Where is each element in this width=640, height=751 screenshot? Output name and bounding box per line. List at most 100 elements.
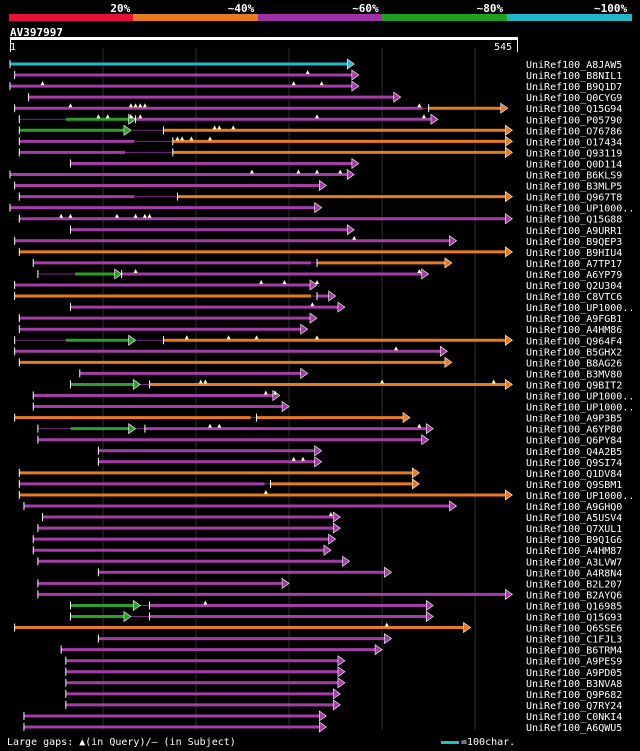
hit-label[interactable]: UniRef100_Q0CYG9 xyxy=(526,93,622,104)
hit-label[interactable]: UniRef100_C1FJL3 xyxy=(526,635,622,646)
hit-label[interactable]: UniRef100_Q7XUL1 xyxy=(526,524,622,535)
hit-arrow xyxy=(337,677,346,689)
hit-label[interactable]: UniRef100_Q6PY84 xyxy=(526,436,622,447)
hit-label[interactable]: UniRef100_A4HM86 xyxy=(526,325,622,336)
hit-label[interactable]: UniRef100_B3MV80 xyxy=(526,369,622,380)
query-gap-marker xyxy=(328,512,333,517)
hit-label[interactable]: UniRef100_O76786 xyxy=(526,126,622,137)
hit-arrow xyxy=(430,113,439,125)
hit-arrow xyxy=(412,478,420,490)
hit-label[interactable]: UniRef100_Q15G94 xyxy=(526,104,622,115)
query-gap-marker xyxy=(59,213,64,218)
hit-label[interactable]: UniRef100_Q2U304 xyxy=(526,281,622,292)
query-gap-marker xyxy=(254,335,259,340)
query-gap-marker xyxy=(133,213,138,218)
hit-label[interactable]: UniRef100_A9FGB1 xyxy=(526,314,622,325)
hit-arrow xyxy=(281,577,290,589)
query-gap-marker xyxy=(138,114,143,119)
hit-label[interactable]: UniRef100_Q9P682 xyxy=(526,690,622,701)
query-gap-marker xyxy=(338,169,343,174)
hit-label[interactable]: UniRef100_O17434 xyxy=(526,137,622,148)
hit-label[interactable]: UniRef100_UP1000.. xyxy=(526,204,634,215)
hit-label[interactable]: UniRef100_B5GHX2 xyxy=(526,347,622,358)
query-gap-marker xyxy=(314,169,319,174)
hit-label[interactable]: UniRef100_A6YP79 xyxy=(526,270,622,281)
hit-arrow xyxy=(463,621,472,634)
hit-label[interactable]: UniRef100_Q6SSE6 xyxy=(526,624,622,635)
hit-label[interactable]: UniRef100_B6TRM4 xyxy=(526,646,622,657)
hit-label[interactable]: UniRef100_UP1000.. xyxy=(526,392,634,403)
hit-arrow xyxy=(272,389,281,402)
hit-label[interactable]: UniRef100_Q9BIT2 xyxy=(526,380,622,391)
query-gap-marker xyxy=(231,125,236,130)
legend-label: 20% xyxy=(110,2,131,15)
ruler-start-tick xyxy=(10,40,11,52)
query-gap-marker xyxy=(314,114,319,119)
hit-label[interactable]: UniRef100_UP1000.. xyxy=(526,303,634,314)
query-name: AV397997 xyxy=(10,26,63,39)
query-gap-marker xyxy=(305,70,310,75)
hit-label[interactable]: UniRef100_A6YP80 xyxy=(526,425,622,436)
hit-label[interactable]: UniRef100_A8JAW5 xyxy=(526,60,622,71)
hit-label[interactable]: UniRef100_Q7RY24 xyxy=(526,701,622,712)
hit-label[interactable]: UniRef100_A6QWU5 xyxy=(526,723,622,734)
hit-label[interactable]: UniRef100_B9QEP3 xyxy=(526,237,622,248)
query-gap-marker xyxy=(310,302,315,307)
hit-label[interactable]: UniRef100_A9GHQ0 xyxy=(526,502,622,513)
hit-label[interactable]: UniRef100_Q1DV84 xyxy=(526,469,622,480)
hit-label[interactable]: UniRef100_A7TP17 xyxy=(526,259,622,270)
hit-label[interactable]: UniRef100_A4R8N4 xyxy=(526,568,622,579)
query-gap-marker xyxy=(296,169,301,174)
hit-arrow xyxy=(123,124,132,136)
query-ruler xyxy=(10,37,518,40)
hit-label[interactable]: UniRef100_UP1000.. xyxy=(526,491,634,502)
hit-label[interactable]: UniRef100_B2L207 xyxy=(526,579,622,590)
hit-label[interactable]: UniRef100_Q4A2B5 xyxy=(526,447,622,458)
hit-label[interactable]: UniRef100_B9Q1G6 xyxy=(526,535,622,546)
hit-label[interactable]: UniRef100_Q9SBM1 xyxy=(526,480,622,491)
hit-arrow xyxy=(425,423,434,435)
hit-label[interactable]: UniRef100_B9Q1D7 xyxy=(526,82,622,93)
hit-label[interactable]: UniRef100_Q93119 xyxy=(526,148,622,159)
hit-label[interactable]: UniRef100_Q967T8 xyxy=(526,193,622,204)
query-gap-marker xyxy=(352,235,357,240)
hit-label[interactable]: UniRef100_B6KLS9 xyxy=(526,171,622,182)
query-gap-marker xyxy=(421,114,426,119)
hit-label[interactable]: UniRef100_Q964F4 xyxy=(526,336,622,347)
hit-label[interactable]: UniRef100_A9P3B5 xyxy=(526,414,622,425)
legend-swatch xyxy=(382,14,508,21)
hit-label[interactable]: UniRef100_UP1000.. xyxy=(526,403,634,414)
hit-arrow xyxy=(384,566,392,578)
hit-label[interactable]: UniRef100_A3LVW7 xyxy=(526,557,622,568)
hit-label[interactable]: UniRef100_A5USV4 xyxy=(526,513,622,524)
hit-arrow xyxy=(332,688,341,700)
hit-arrow xyxy=(374,644,383,656)
query-gap-marker xyxy=(217,423,222,428)
hit-label[interactable]: UniRef100_C8VTC6 xyxy=(526,292,622,303)
hit-label[interactable]: UniRef100_Q9SI74 xyxy=(526,458,622,469)
hit-label[interactable]: UniRef100_B8AG26 xyxy=(526,358,622,369)
hit-arrow xyxy=(318,710,327,722)
hit-label[interactable]: UniRef100_B2AYQ6 xyxy=(526,590,622,601)
ruler-end-tick xyxy=(517,40,518,52)
hit-label[interactable]: UniRef100_P05790 xyxy=(526,115,622,126)
hit-label[interactable]: UniRef100_Q15G88 xyxy=(526,215,622,226)
hit-label[interactable]: UniRef100_B9HIU4 xyxy=(526,248,622,259)
hit-label[interactable]: UniRef100_Q16985 xyxy=(526,601,622,612)
hit-label[interactable]: UniRef100_B3MLP5 xyxy=(526,182,622,193)
legend-label: ~80% xyxy=(476,2,504,15)
hit-label[interactable]: UniRef100_A9URR1 xyxy=(526,226,622,237)
hit-arrow xyxy=(128,113,137,125)
hit-label[interactable]: UniRef100_C0NKI4 xyxy=(526,712,622,723)
hit-label[interactable]: UniRef100_B3NVA8 xyxy=(526,679,622,690)
query-gap-marker xyxy=(180,136,185,141)
hit-label[interactable]: UniRef100_B8NIL1 xyxy=(526,71,622,82)
hit-label[interactable]: UniRef100_A4HM87 xyxy=(526,546,622,557)
hit-label[interactable]: UniRef100_Q15G93 xyxy=(526,613,622,624)
hit-label[interactable]: UniRef100_A9PES9 xyxy=(526,657,622,668)
hit-label[interactable]: UniRef100_Q0D114 xyxy=(526,159,622,170)
query-gap-marker xyxy=(291,456,296,461)
hit-label[interactable]: UniRef100_A9PD05 xyxy=(526,668,622,679)
query-gap-marker xyxy=(263,489,268,494)
